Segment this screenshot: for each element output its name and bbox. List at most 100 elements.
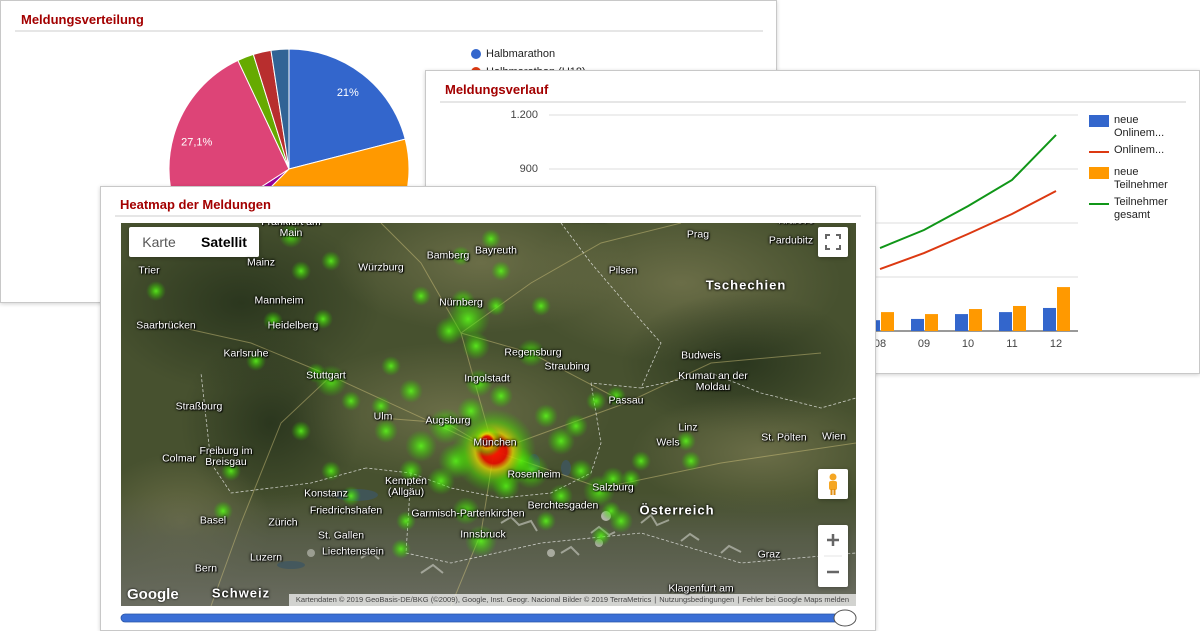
place-label: Pilsen	[608, 264, 638, 277]
heat-spot	[569, 459, 593, 483]
bar	[955, 314, 968, 331]
heat-spot	[291, 261, 311, 281]
place-label: Budweis	[681, 349, 721, 362]
zoom-icons	[824, 534, 842, 574]
place-label: Freiburg im Breisgau	[199, 445, 253, 468]
legend-swatch	[1089, 167, 1109, 179]
place-label: Innsbruck	[460, 528, 506, 541]
heat-spot	[374, 419, 398, 443]
legend-label: Onlinem...	[1114, 144, 1165, 156]
chart-title: Meldungsverteilung	[21, 12, 144, 27]
heat-spot	[676, 431, 696, 451]
heat-spot	[465, 525, 497, 557]
heat-spot	[451, 289, 475, 313]
heat-spot	[411, 286, 431, 306]
heat-spot	[279, 224, 303, 248]
heat-spot	[246, 351, 266, 371]
slice-label: 27,1%	[181, 136, 212, 148]
place-label: Basel	[199, 514, 227, 527]
heat-spot	[606, 386, 626, 406]
place-label: Karlsruhe	[223, 347, 269, 360]
report-link[interactable]: Fehler bei Google Maps melden	[742, 595, 849, 604]
place-label: Liechtenstein	[322, 545, 384, 558]
google-logo[interactable]: Google	[127, 586, 179, 603]
heat-spot	[531, 296, 551, 316]
place-label: Regensburg	[504, 346, 562, 359]
heat-spot	[452, 497, 480, 525]
street-view-button[interactable]	[818, 469, 848, 499]
place-label: Heidelberg	[267, 319, 319, 332]
place-label: Ingolstadt	[464, 372, 510, 385]
pie-slice	[270, 48, 290, 170]
place-label: Prag	[686, 228, 710, 241]
place-label: Linz	[678, 421, 698, 434]
attribution: Kartendaten © 2019 GeoBasis-DE/BKG (©200…	[288, 594, 856, 606]
x-tick-label: 08	[874, 338, 886, 350]
x-tick-label: 12	[1050, 338, 1062, 350]
bar	[969, 309, 982, 331]
place-label: Luzern	[249, 551, 283, 564]
heat-spot	[486, 296, 506, 316]
map-type-button[interactable]: Satellit	[201, 234, 247, 250]
legend-swatch	[1089, 203, 1109, 205]
place-label: Mannheim	[254, 294, 304, 307]
heat-spot	[306, 363, 326, 383]
terms-link[interactable]: Nutzungsbedingungen	[659, 595, 735, 604]
heat-spot	[291, 421, 311, 441]
place-label: Straßburg	[175, 400, 223, 413]
place-label: Karlsbad	[565, 223, 606, 225]
heatmap-panel: Heatmap der Meldungen	[100, 186, 876, 631]
place-label: Frankfurt am Main	[261, 223, 321, 239]
place-label: Mainz	[246, 256, 276, 269]
place-label: Passau	[608, 394, 644, 407]
heat-spot	[564, 414, 588, 438]
place-label: Rosenheim	[507, 468, 561, 481]
heat-spot	[481, 229, 501, 249]
heat-spot	[399, 459, 423, 483]
legend-swatch	[1089, 151, 1109, 153]
heat-spot	[601, 467, 625, 491]
zoom-control	[818, 525, 848, 587]
pie-slice	[288, 48, 406, 170]
place-label: Würzburg	[358, 261, 404, 274]
place-label: Konstanz	[304, 487, 348, 500]
place-label: Bayreuth	[474, 244, 518, 257]
heat-spot	[681, 451, 701, 471]
heat-spot	[631, 451, 651, 471]
place-label: Bamberg	[426, 249, 470, 262]
slider-handle[interactable]	[833, 609, 857, 627]
bar	[999, 312, 1012, 331]
slice-label: 21%	[337, 87, 359, 99]
bar	[911, 318, 924, 331]
heat-spot	[517, 339, 545, 367]
place-label: Pardubitz	[768, 234, 814, 247]
map-type-button[interactable]: Karte	[142, 234, 176, 250]
legend-label: neue Onlinem...	[1114, 114, 1165, 139]
country-label: Österreich	[639, 502, 715, 518]
slider-track	[120, 613, 848, 623]
heat-spot	[601, 501, 621, 521]
heat-spot	[465, 369, 493, 397]
fullscreen-button[interactable]	[818, 227, 848, 257]
place-label: Ulm	[373, 410, 393, 423]
heat-spot	[391, 539, 411, 559]
place-label: Salzburg	[592, 481, 634, 494]
place-label: Stuttgart	[306, 369, 346, 382]
heat-spot	[586, 391, 606, 411]
heat-spot	[489, 384, 513, 408]
place-label: Králové	[778, 223, 814, 227]
heat-spot	[341, 391, 361, 411]
place-label: Krumau an der Moldau	[678, 370, 748, 393]
country-label: Tschechien	[705, 277, 787, 293]
heat-spot	[341, 486, 361, 506]
legend-label: neue Teilnehmer	[1114, 166, 1168, 191]
line-series	[879, 190, 1057, 271]
heat-spot	[313, 309, 333, 329]
time-slider[interactable]	[101, 608, 875, 628]
heat-spot	[405, 430, 437, 462]
bar	[881, 312, 894, 331]
legend-swatch	[1089, 115, 1109, 127]
place-label: St. Gallen	[317, 529, 365, 542]
map[interactable]: Karte Satellit Google	[121, 223, 856, 606]
